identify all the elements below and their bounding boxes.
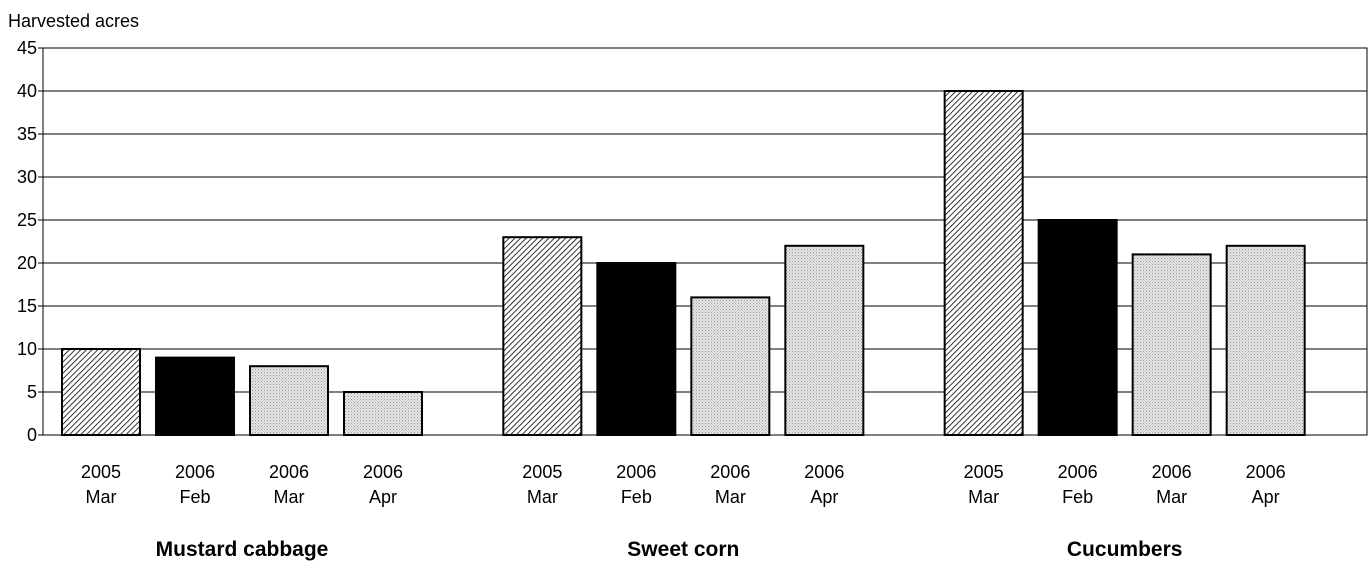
bar bbox=[1225, 244, 1306, 436]
x-tick-label-year: 2006 bbox=[363, 462, 403, 482]
bar bbox=[502, 236, 583, 436]
y-tick-label: 45 bbox=[17, 38, 37, 58]
group-label: Cucumbers bbox=[1067, 538, 1183, 561]
bar bbox=[690, 296, 771, 436]
y-tick-label: 40 bbox=[17, 81, 37, 101]
y-axis-label: Harvested acres bbox=[8, 11, 139, 31]
x-tick-label-year: 2005 bbox=[522, 462, 562, 482]
bar bbox=[249, 365, 329, 437]
bar bbox=[596, 262, 677, 436]
x-tick-label-year: 2006 bbox=[616, 462, 656, 482]
x-tick-label-month: Feb bbox=[1062, 487, 1093, 507]
x-tick-label-year: 2006 bbox=[804, 462, 844, 482]
x-tick-label-month: Apr bbox=[369, 487, 397, 507]
x-tick-label-month: Mar bbox=[274, 487, 305, 507]
x-tick-label-month: Mar bbox=[86, 487, 117, 507]
y-tick-label: 25 bbox=[17, 210, 37, 230]
y-tick-label: 15 bbox=[17, 296, 37, 316]
plot-area-frame bbox=[42, 47, 1368, 436]
x-tick-label-month: Mar bbox=[527, 487, 558, 507]
x-tick-label-month: Mar bbox=[968, 487, 999, 507]
x-tick-label-month: Apr bbox=[810, 487, 838, 507]
bar bbox=[943, 90, 1024, 436]
x-tick-label-year: 2005 bbox=[964, 462, 1004, 482]
bar bbox=[61, 348, 141, 436]
bar bbox=[1131, 253, 1212, 436]
y-tick-label: 30 bbox=[17, 167, 37, 187]
bar bbox=[343, 391, 423, 436]
y-axis-ticks: 0 5 10 15 20 25 30 35 40 45 bbox=[17, 38, 43, 445]
x-tick-label-month: Mar bbox=[1156, 487, 1187, 507]
y-tick-label: 0 bbox=[27, 425, 37, 445]
y-tick-label: 20 bbox=[17, 253, 37, 273]
x-tick-label-month: Feb bbox=[179, 487, 210, 507]
group-label: Mustard cabbage bbox=[156, 538, 329, 561]
y-tick-label: 5 bbox=[27, 382, 37, 402]
x-tick-label-year: 2006 bbox=[269, 462, 309, 482]
bar bbox=[784, 244, 865, 436]
bar bbox=[1037, 219, 1118, 436]
x-tick-label-month: Mar bbox=[715, 487, 746, 507]
x-tick-label-month: Apr bbox=[1252, 487, 1280, 507]
group-label: Sweet corn bbox=[627, 538, 739, 561]
bars bbox=[61, 90, 1306, 437]
x-tick-label-year: 2006 bbox=[1058, 462, 1098, 482]
x-tick-label-year: 2006 bbox=[1152, 462, 1192, 482]
x-tick-label-year: 2006 bbox=[175, 462, 215, 482]
y-tick-label: 10 bbox=[17, 339, 37, 359]
x-tick-label-year: 2006 bbox=[710, 462, 750, 482]
bar bbox=[155, 356, 235, 437]
x-tick-label-year: 2005 bbox=[81, 462, 121, 482]
group-labels: Mustard cabbage Sweet corn Cucumbers bbox=[156, 538, 1183, 561]
y-tick-label: 35 bbox=[17, 124, 37, 144]
x-tick-label-year: 2006 bbox=[1246, 462, 1286, 482]
x-tick-label-month: Feb bbox=[621, 487, 652, 507]
x-axis-labels: 2005 Mar 2006 Feb 2006 Mar 2006 Apr 2005 Mar 2006 F… bbox=[81, 462, 1286, 507]
